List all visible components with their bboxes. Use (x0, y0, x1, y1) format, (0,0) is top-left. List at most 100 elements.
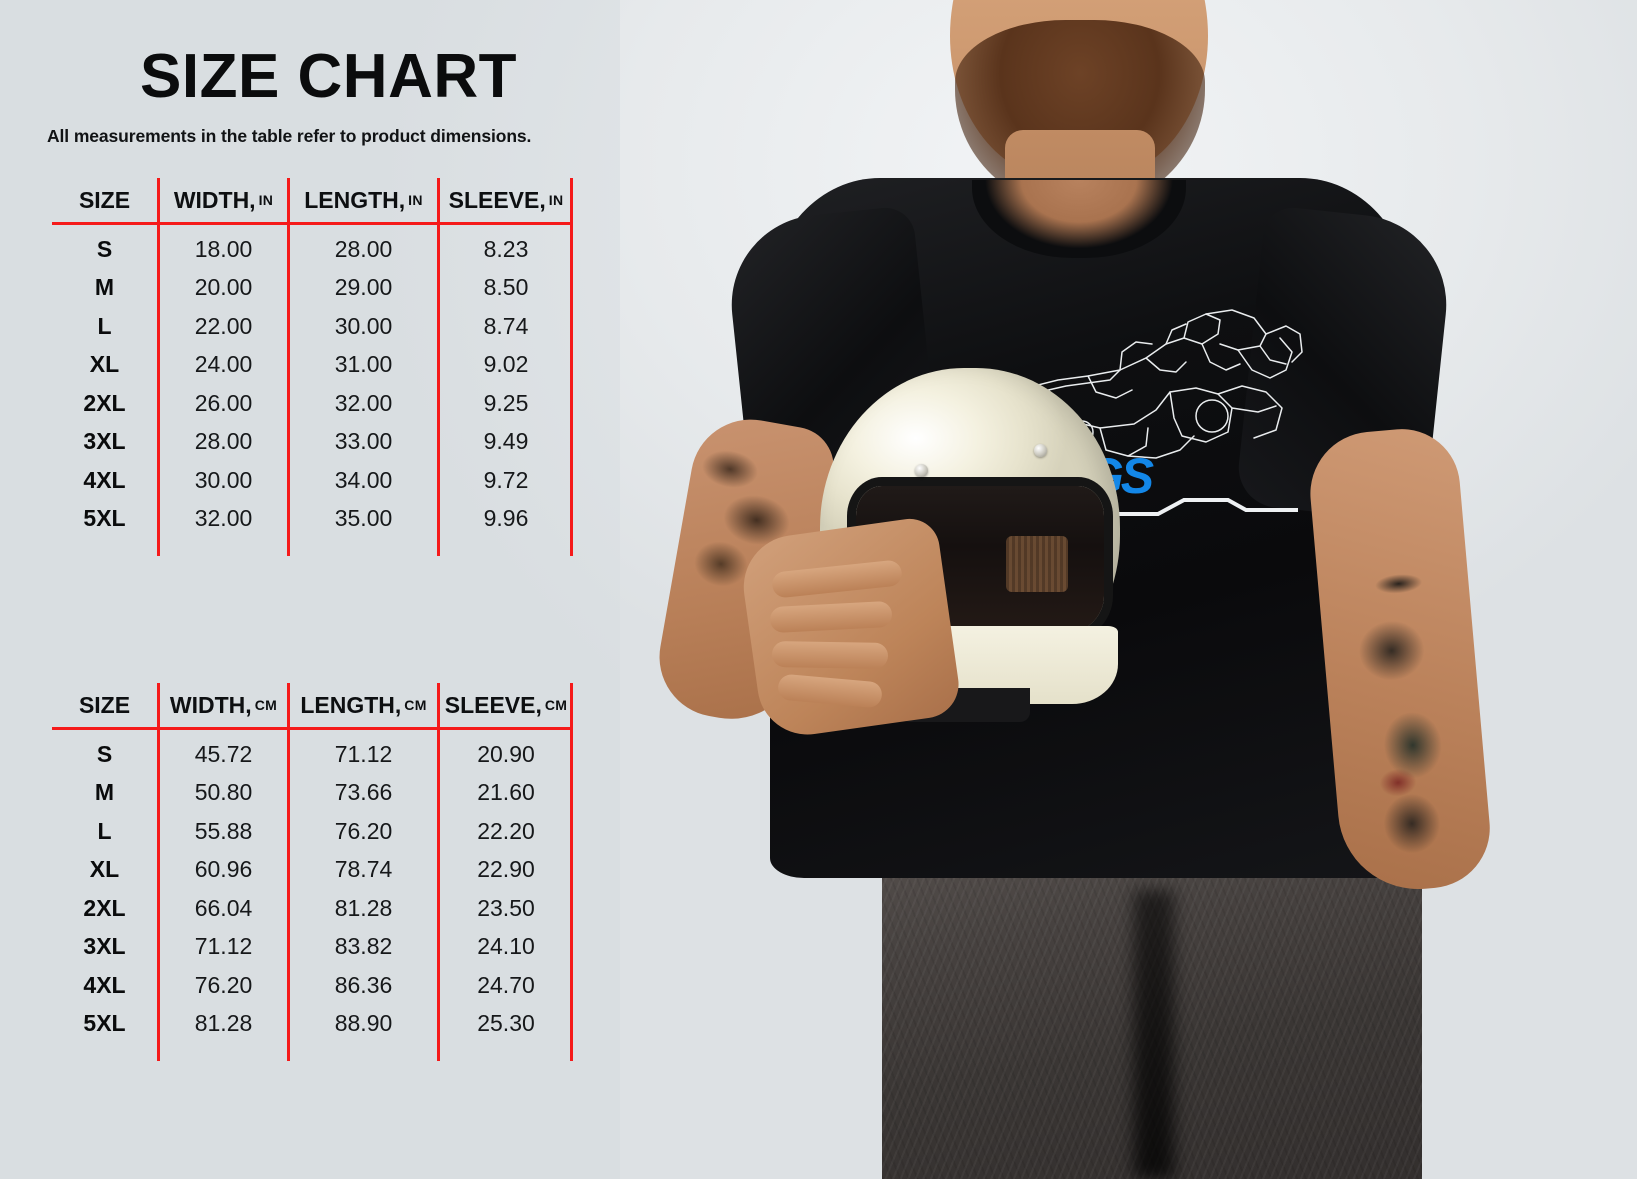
measurement-value: 24.70 (477, 971, 535, 998)
table-row: XL 60.96 78.74 22.90 (0, 851, 650, 890)
header-underline (52, 222, 572, 225)
column-header-1: WIDTH, IN (173, 186, 274, 213)
column-divider (437, 178, 440, 556)
measurement-value: 9.25 (483, 389, 529, 416)
size-label: 5XL (83, 1010, 126, 1037)
measurement-value: 9.72 (483, 466, 529, 493)
measurement-value: 26.00 (194, 389, 253, 416)
measurement-value: 29.00 (334, 274, 393, 301)
measurement-value: 21.60 (477, 779, 535, 806)
unit-label: IN (258, 192, 274, 208)
measurement-value: 73.66 (334, 779, 393, 806)
jeans-inseam-shadow (1134, 890, 1174, 1179)
measurement-value: 32.00 (334, 389, 393, 416)
measurement-value: 22.20 (477, 817, 535, 844)
measurement-value: 24.00 (194, 351, 253, 378)
measurement-value: 34.00 (334, 466, 393, 493)
measurement-value: 20.90 (477, 740, 535, 767)
measurement-value: 22.90 (477, 856, 535, 883)
measurement-value: 28.00 (194, 428, 253, 455)
table-row: L 55.88 76.20 22.20 (0, 812, 650, 851)
measurement-value: 25.30 (477, 1010, 535, 1037)
measurement-value: 31.00 (334, 351, 393, 378)
size-label: L (97, 817, 112, 844)
unit-label: CM (404, 697, 427, 713)
helmet-rivet-icon (1034, 444, 1047, 457)
measurement-value: 30.00 (334, 312, 393, 339)
size-label: L (97, 312, 112, 339)
table-row: 4XL 30.00 34.00 9.72 (0, 461, 650, 500)
measurement-value: 88.90 (334, 1010, 393, 1037)
measurement-value: 33.00 (334, 428, 393, 455)
measurement-value: 86.36 (334, 971, 393, 998)
size-label: 3XL (83, 933, 126, 960)
measurement-value: 83.82 (334, 933, 393, 960)
measurement-value: 76.20 (194, 971, 253, 998)
table-row: 2XL 66.04 81.28 23.50 (0, 889, 650, 928)
size-label: S (96, 235, 113, 262)
inches-table: SIZE WIDTH, IN LENGTH, IN SLEEVE, IN S 18.00 28.0… (0, 178, 650, 556)
measurement-value: 8.74 (483, 312, 529, 339)
measurement-value: 66.04 (194, 894, 253, 921)
measurement-value: 8.23 (483, 235, 529, 262)
measurement-value: 45.72 (194, 740, 253, 767)
measurement-value: 24.10 (477, 933, 535, 960)
size-label: 2XL (83, 894, 126, 921)
size-label: 4XL (83, 466, 126, 493)
helmet-rivet-icon (915, 464, 928, 477)
column-header-2: LENGTH, CM (300, 691, 427, 718)
size-label: 4XL (83, 971, 126, 998)
measurement-value: 28.00 (334, 235, 393, 262)
table-row: S 45.72 71.12 20.90 (0, 735, 650, 774)
size-label: M (94, 779, 115, 806)
measurement-value: 55.88 (194, 817, 253, 844)
centimeters-table: SIZE WIDTH, CM LENGTH, CM SLEEVE, CM S 45.72 71.1… (0, 683, 650, 1061)
table-row: 5XL 81.28 88.90 25.30 (0, 1005, 650, 1044)
measurement-value: 20.00 (194, 274, 253, 301)
size-label: XL (89, 856, 120, 883)
page-subtitle: All measurements in the table refer to p… (47, 126, 532, 146)
size-label: S (96, 740, 113, 767)
measurement-value: 23.50 (477, 894, 535, 921)
page-title: SIZE CHART (140, 42, 517, 111)
table-row: 4XL 76.20 86.36 24.70 (0, 966, 650, 1005)
unit-label: IN (548, 192, 564, 208)
measurement-value: 81.28 (194, 1010, 253, 1037)
table-row: XL 24.00 31.00 9.02 (0, 346, 650, 385)
measurement-value: 76.20 (334, 817, 393, 844)
measurement-value: 71.12 (194, 933, 253, 960)
column-divider (157, 178, 160, 556)
table-header-row: SIZE WIDTH, CM LENGTH, CM SLEEVE, CM (0, 683, 650, 727)
column-header-2: LENGTH, IN (304, 186, 423, 213)
measurement-value: 8.50 (483, 274, 529, 301)
table-row: M 50.80 73.66 21.60 (0, 774, 650, 813)
header-underline (52, 727, 572, 730)
column-header-3: SLEEVE, IN (448, 186, 564, 213)
unit-label: IN (408, 192, 423, 208)
table-header-row: SIZE WIDTH, IN LENGTH, IN SLEEVE, IN (0, 178, 650, 222)
measurement-value: 60.96 (194, 856, 253, 883)
finger (771, 640, 889, 670)
helmet-vent (1006, 536, 1068, 592)
size-label: 2XL (83, 389, 126, 416)
table-row: 3XL 28.00 33.00 9.49 (0, 423, 650, 462)
product-photo: F 850 GS (620, 0, 1637, 1179)
measurement-value: 50.80 (194, 779, 253, 806)
unit-label: CM (544, 697, 568, 713)
column-divider (287, 178, 290, 556)
size-label: 3XL (83, 428, 126, 455)
column-header-0: SIZE (78, 186, 131, 213)
measurement-value: 78.74 (334, 856, 393, 883)
table-row: 3XL 71.12 83.82 24.10 (0, 928, 650, 967)
size-label: M (94, 274, 115, 301)
column-divider (437, 683, 440, 1061)
column-divider (570, 178, 573, 556)
model-jeans (882, 830, 1422, 1179)
column-header-1: WIDTH, CM (169, 691, 278, 718)
size-chart-panel: SIZE CHART All measurements in the table… (0, 0, 650, 1179)
column-divider (157, 683, 160, 1061)
column-header-3: SLEEVE, CM (444, 691, 568, 718)
column-divider (570, 683, 573, 1061)
size-label: XL (89, 351, 120, 378)
